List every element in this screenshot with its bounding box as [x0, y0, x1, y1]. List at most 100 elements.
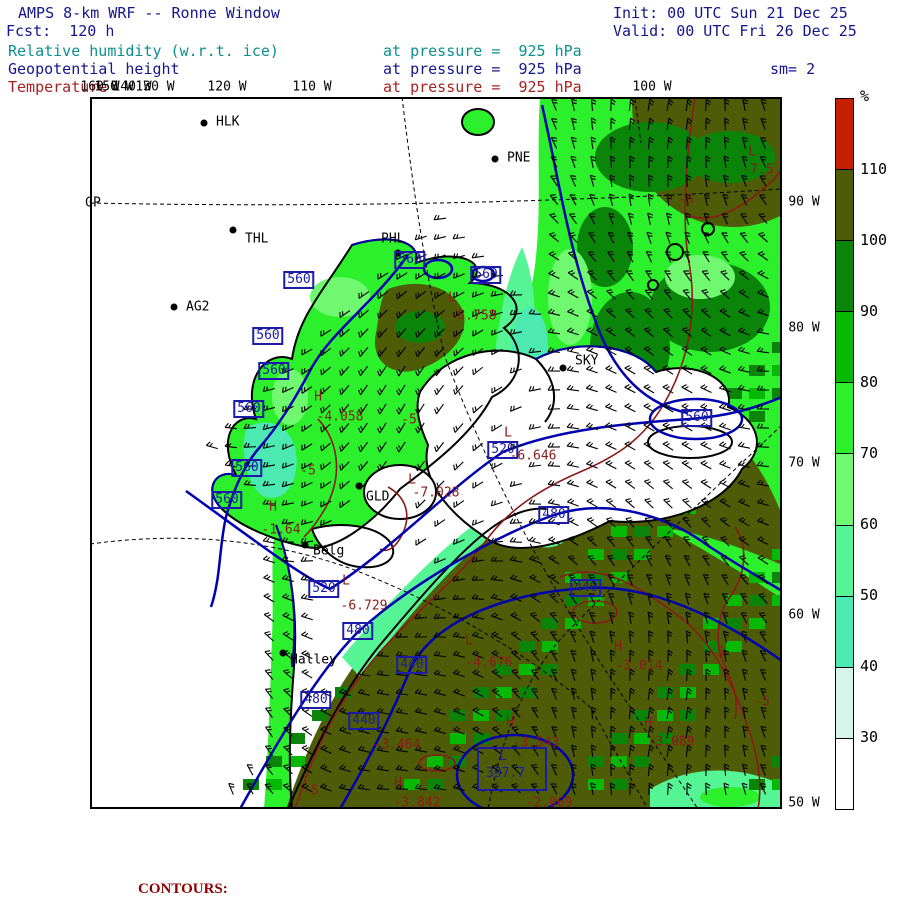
wind-barb [721, 232, 729, 244]
wind-barb [756, 327, 769, 335]
wind-barb [588, 213, 596, 225]
wind-barb [646, 573, 653, 586]
wind-barb [760, 136, 767, 149]
wind-barb [547, 479, 561, 487]
humidity-speckle [726, 595, 742, 606]
wind-barb [510, 593, 522, 602]
wind-barb [570, 174, 577, 187]
wind-barb [550, 631, 558, 643]
colorbar-tick-label: 60 [860, 515, 879, 533]
wind-barb [300, 612, 313, 621]
station-marker [279, 649, 287, 657]
wind-barb [628, 706, 636, 720]
wind-barb [550, 764, 558, 776]
wind-barb [358, 309, 369, 319]
wind-barb [490, 593, 503, 601]
longitude-label: 130 W [135, 79, 175, 95]
wind-barb [667, 174, 673, 188]
wind-barb [511, 764, 521, 775]
wind-barb [377, 441, 387, 453]
wind-barb [377, 328, 388, 338]
wind-barb [547, 498, 560, 506]
wind-barb [627, 212, 634, 225]
wind-barb [547, 461, 561, 467]
wind-barb [723, 763, 730, 777]
wind-barb [509, 405, 522, 412]
wind-barb [719, 365, 731, 374]
wind-barb [645, 270, 653, 282]
wind-barb [377, 309, 388, 319]
wind-barb [705, 687, 711, 701]
wind-barb [645, 536, 653, 548]
meridian-line [487, 424, 783, 810]
init-time: Init: 00 UTC Sun 21 Dec 25 [613, 4, 848, 22]
temperature-high-marker: H [614, 639, 622, 655]
footer-temp-contours: CONTOURS: UNITS=°C LOW= -5.0000 HIGH= -5… [0, 864, 275, 900]
humidity-speckle [289, 733, 305, 744]
wind-barb [472, 481, 484, 489]
wind-barb [737, 403, 751, 411]
station-label: THL [245, 231, 269, 247]
wind-barb [609, 782, 616, 796]
wind-barb [414, 726, 427, 734]
humidity-speckle [611, 526, 627, 537]
wind-barb [625, 289, 635, 300]
wind-barb [628, 174, 635, 188]
wind-barb [282, 405, 294, 413]
wind-barb [453, 310, 465, 318]
wind-barb [395, 784, 409, 790]
wind-barb [625, 517, 635, 528]
wind-barb [624, 384, 636, 394]
wind-barb [643, 460, 655, 470]
wind-barb [681, 365, 693, 375]
wind-barb [590, 649, 596, 662]
field-name: Relative humidity (w.r.t. ice) [8, 42, 279, 60]
wind-barb [664, 270, 672, 282]
wind-barb [396, 346, 406, 358]
wind-barb [760, 763, 767, 776]
wind-barb [742, 763, 748, 776]
wind-barb [663, 498, 673, 509]
wind-barb [625, 308, 635, 319]
wind-barb [283, 669, 293, 680]
wind-barb [758, 232, 768, 243]
wind-barb [647, 744, 655, 758]
wind-barb [281, 499, 294, 506]
wind-barb [415, 403, 425, 415]
wind-barb [339, 385, 350, 395]
wind-barb [647, 725, 655, 739]
wind-barb [647, 212, 653, 225]
coastline [535, 358, 556, 423]
wind-barb [684, 592, 691, 605]
field-level: at pressure = 925 hPa [383, 42, 582, 60]
wind-barb [700, 365, 712, 375]
island-outline [701, 222, 715, 236]
wind-barb [434, 328, 445, 338]
latitude-line [89, 188, 783, 206]
wind-barb [722, 630, 729, 643]
wind-barb [243, 404, 257, 411]
wind-barb [339, 423, 350, 433]
wind-barb [628, 630, 635, 644]
wind-barb [721, 574, 729, 586]
field-level: at pressure = 925 hPa [383, 60, 582, 78]
wind-barb [358, 291, 370, 299]
wind-barb [434, 480, 445, 490]
wind-barb [758, 574, 768, 585]
wind-barb [628, 117, 636, 131]
wind-barb [719, 479, 731, 489]
temperature-contour-label: -6.729 [340, 598, 388, 614]
wind-barb [433, 745, 446, 753]
wind-barb [550, 669, 558, 681]
wind-barb [648, 630, 654, 644]
wind-barb [605, 441, 617, 450]
wind-barb [606, 517, 616, 528]
wind-barb [281, 555, 295, 563]
field-level: at pressure = 925 hPa [383, 78, 582, 96]
longitude-label: 100 W [632, 79, 672, 95]
wind-barb [590, 782, 597, 795]
wind-barb [301, 650, 313, 660]
wind-barb [395, 745, 409, 753]
wind-barb [264, 764, 274, 776]
